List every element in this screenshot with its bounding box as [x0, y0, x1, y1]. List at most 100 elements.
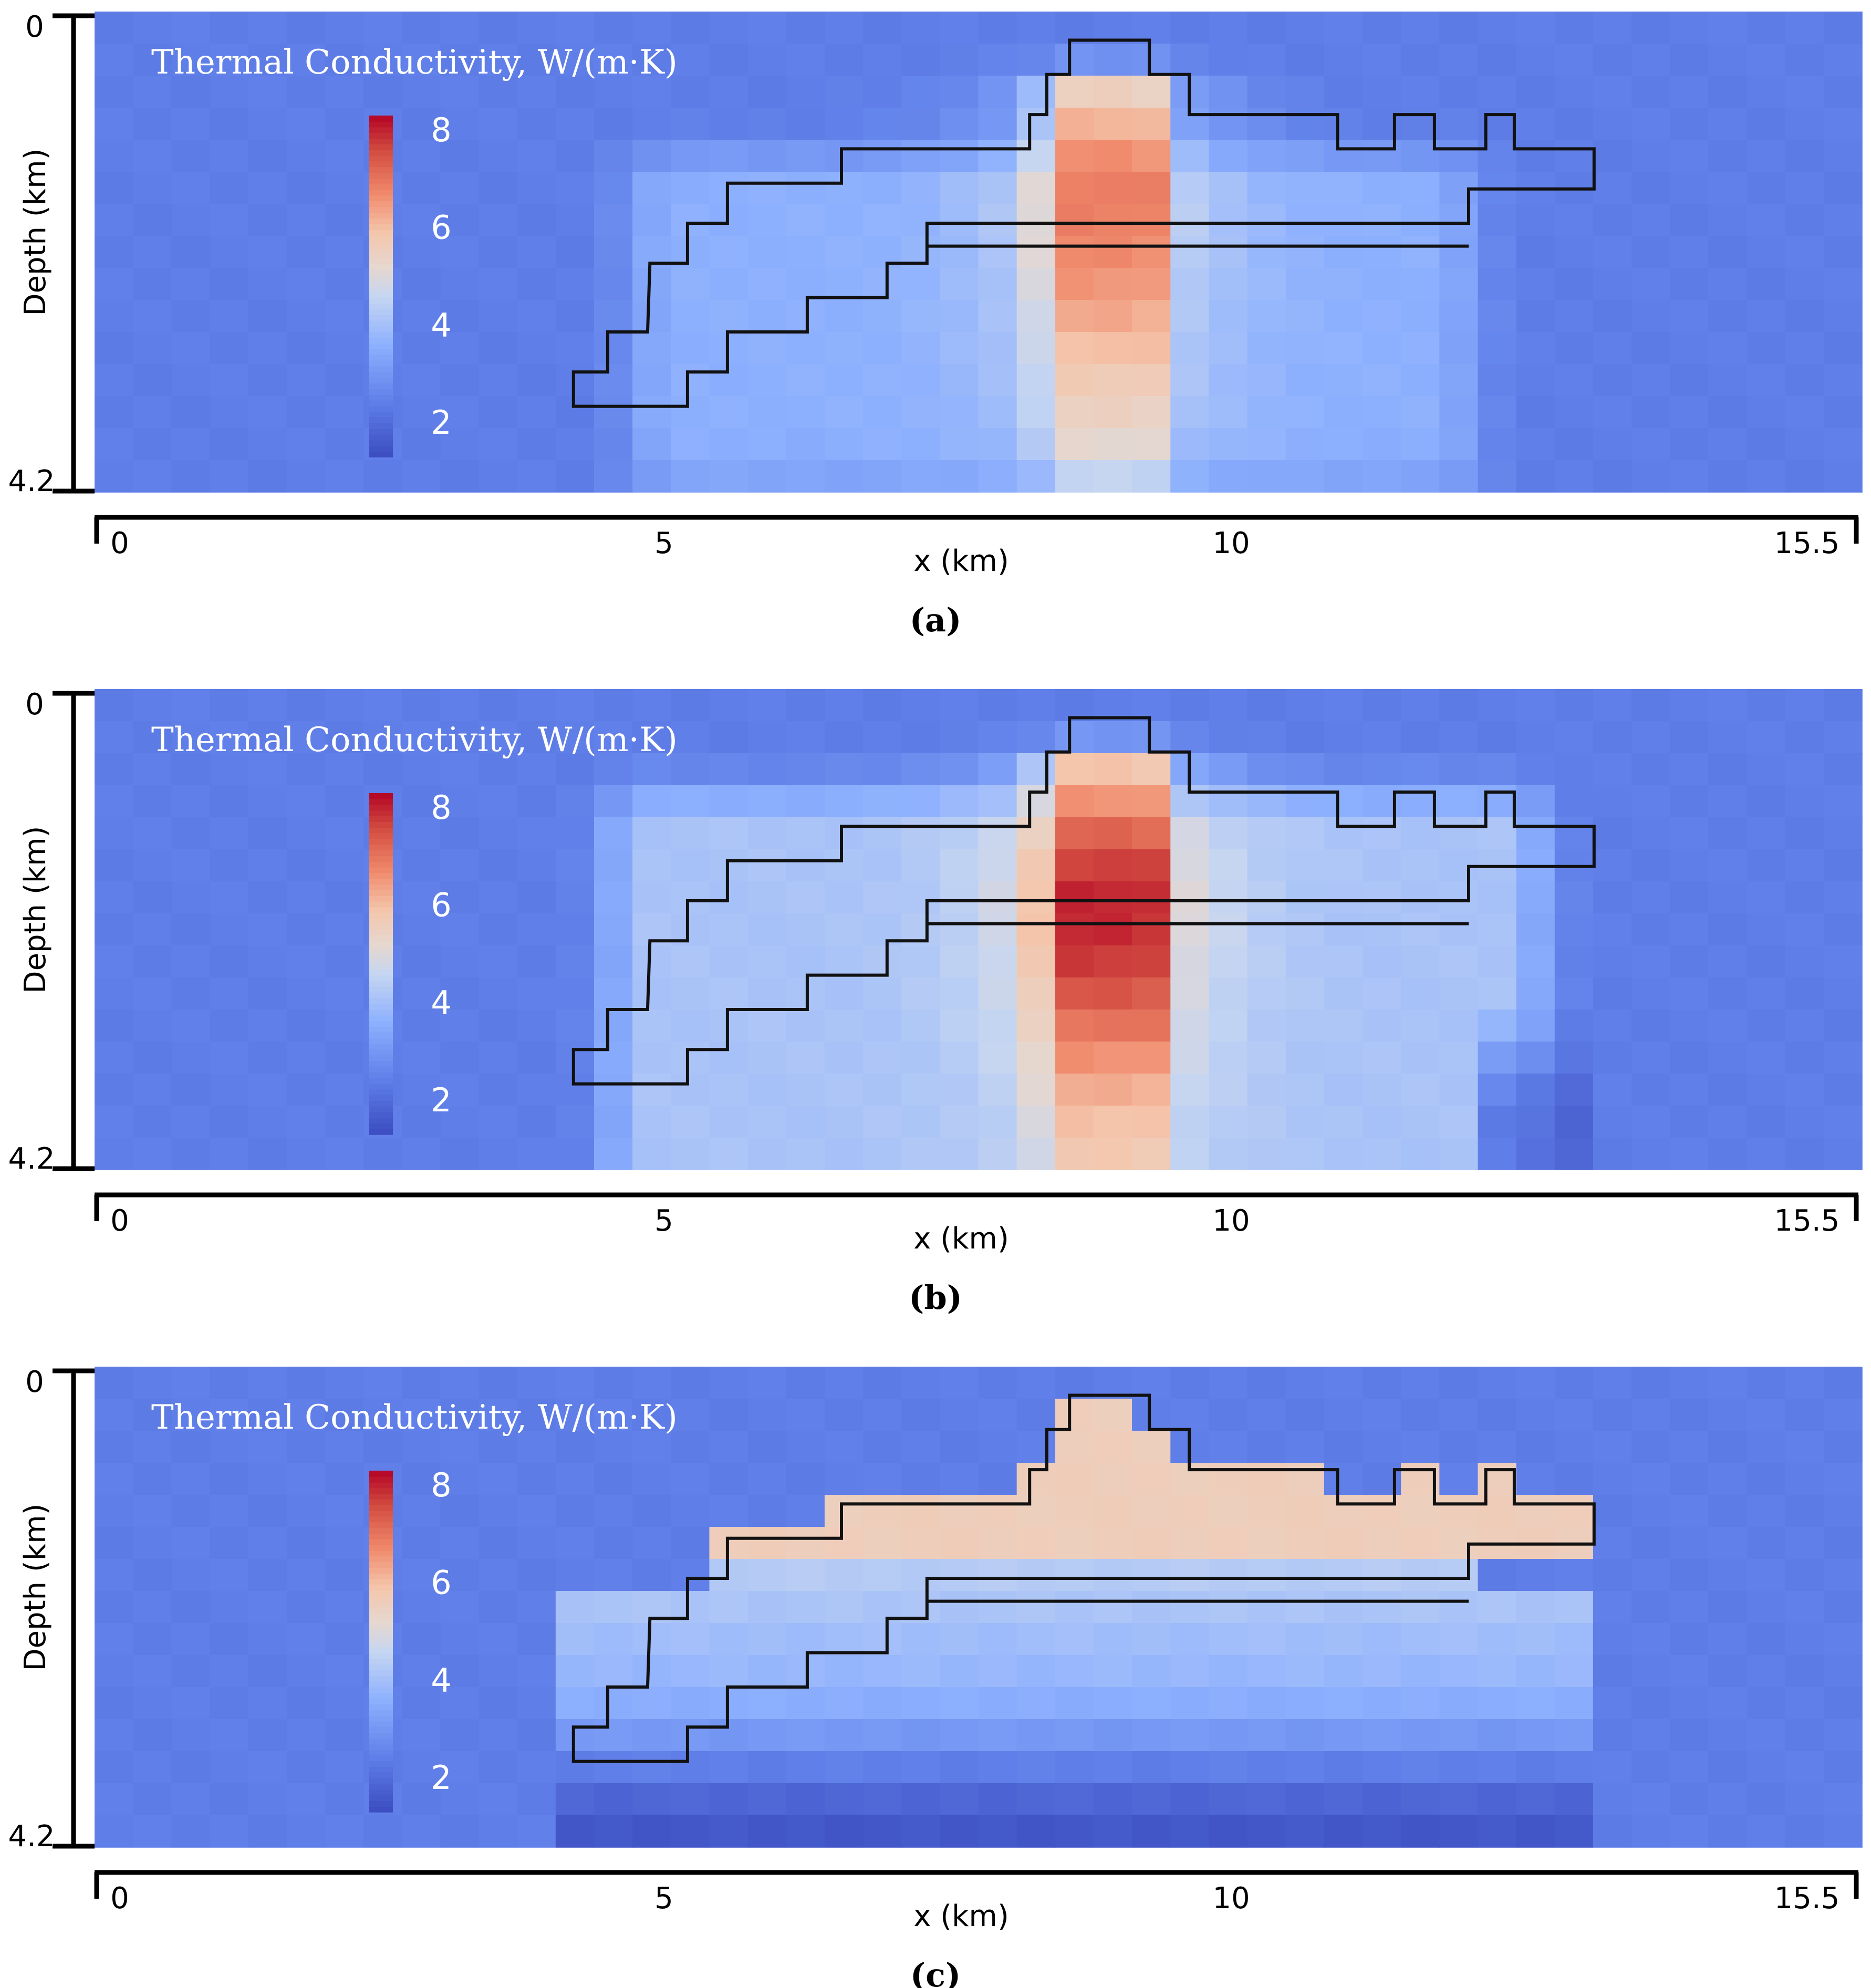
heatmap-cell [248, 1719, 287, 1752]
heatmap-cell [1747, 140, 1786, 172]
heatmap-cell [1747, 1623, 1786, 1656]
heatmap-cell [95, 108, 133, 140]
heatmap-cell [632, 945, 672, 978]
colorbar-segment [369, 1636, 393, 1642]
heatmap-cell [286, 721, 326, 754]
heatmap-cell [402, 1591, 441, 1623]
colorbar-segment [369, 872, 393, 879]
heatmap-cell [594, 428, 633, 461]
heatmap-cell [1093, 1783, 1132, 1816]
heatmap-cell [1285, 753, 1325, 786]
heatmap-cell [824, 913, 864, 946]
heatmap-cell [978, 44, 1017, 76]
heatmap-cell [1363, 396, 1401, 429]
heatmap-cell [1439, 1138, 1479, 1170]
heatmap-cell [402, 1138, 441, 1170]
heatmap-cell [1785, 204, 1824, 236]
heatmap-cell [632, 721, 672, 754]
heatmap-cell [1478, 721, 1517, 754]
heatmap-cell [1593, 945, 1632, 978]
heatmap-cell [901, 1042, 941, 1074]
heatmap-cell [1132, 332, 1171, 365]
heatmap-cell [1593, 108, 1632, 140]
heatmap-cell [1708, 1106, 1748, 1138]
heatmap-cell [1631, 428, 1671, 461]
heatmap-cell [325, 204, 364, 236]
heatmap-cell [1247, 977, 1286, 1010]
heatmap-cell [747, 140, 787, 172]
heatmap-cell [1170, 881, 1210, 914]
heatmap-cell [95, 236, 133, 268]
heatmap-cell [210, 1623, 249, 1656]
heatmap-cell [1324, 140, 1363, 172]
colorbar-segment [369, 1652, 393, 1659]
heatmap-cell [978, 332, 1017, 365]
heatmap-cell [671, 204, 710, 236]
x-axis-label: x (km) [913, 1222, 1009, 1256]
heatmap-cell [248, 689, 287, 722]
heatmap-cell [555, 76, 595, 108]
heatmap-cell [901, 1815, 941, 1848]
heatmap-cell [1478, 1009, 1517, 1042]
heatmap-cell [133, 1495, 172, 1527]
heatmap-cell [171, 1431, 211, 1463]
heatmap-cell [440, 1623, 480, 1656]
heatmap-cell [1670, 364, 1709, 397]
heatmap-cell [1209, 332, 1248, 365]
chart-title: Thermal Conductivity, W/(m·K) [151, 721, 678, 759]
heatmap-cell [594, 332, 633, 365]
heatmap-cell [1209, 1783, 1248, 1816]
heatmap-cell [1209, 364, 1248, 397]
heatmap-cell [1324, 1559, 1363, 1591]
heatmap-cell [133, 1463, 172, 1495]
heatmap-cell [325, 396, 364, 429]
heatmap-cell [1132, 1687, 1171, 1720]
heatmap-cell [594, 300, 633, 332]
heatmap-cell [747, 332, 787, 365]
heatmap-cell [95, 1527, 133, 1559]
heatmap-cell [1670, 1751, 1709, 1784]
heatmap-cell [1016, 913, 1056, 946]
heatmap-cell [1016, 1399, 1056, 1431]
heatmap-cell [1670, 785, 1709, 818]
colorbar-segment [369, 138, 393, 144]
heatmap-cell [1016, 1042, 1056, 1074]
heatmap-cell [1093, 396, 1132, 429]
heatmap-cell [1747, 1495, 1786, 1527]
heatmap-cell [1670, 1527, 1709, 1559]
heatmap-cell [95, 1399, 133, 1431]
heatmap-cell [440, 1559, 480, 1591]
colorbar-tick-label: 2 [431, 1081, 451, 1119]
heatmap-cell [1324, 1527, 1363, 1559]
heatmap-cell [632, 364, 672, 397]
heatmap-cell [594, 1655, 633, 1688]
heatmap-cell [1363, 1431, 1401, 1463]
heatmap-cell [1478, 1783, 1517, 1816]
heatmap-cell [1554, 1138, 1594, 1170]
heatmap-cell [286, 268, 326, 300]
heatmap-cell [479, 881, 518, 914]
heatmap-cell [940, 12, 979, 44]
heatmap-cell [1401, 428, 1440, 461]
heatmap-cell [325, 44, 364, 76]
heatmap-cell [671, 1367, 710, 1399]
heatmap-cell [709, 977, 749, 1010]
heatmap-cell [824, 1623, 864, 1656]
heatmap-cell [901, 977, 941, 1010]
heatmap-cell [709, 1106, 749, 1138]
heatmap-cell [325, 76, 364, 108]
heatmap-cell [1324, 1399, 1363, 1431]
heatmap-cell [978, 1009, 1017, 1042]
heatmap-cell [248, 1623, 287, 1656]
heatmap-cell [1823, 204, 1863, 236]
heatmap-cell [594, 1783, 633, 1816]
colorbar-segment [369, 377, 393, 383]
heatmap-cell [1554, 881, 1594, 914]
heatmap-cell [1285, 785, 1325, 818]
heatmap-cell [1401, 1719, 1440, 1752]
heatmap-cell [1285, 76, 1325, 108]
heatmap-cell [671, 1106, 710, 1138]
heatmap-cell [632, 460, 672, 493]
heatmap-cell [1324, 1367, 1363, 1399]
heatmap-cell [1401, 396, 1440, 429]
